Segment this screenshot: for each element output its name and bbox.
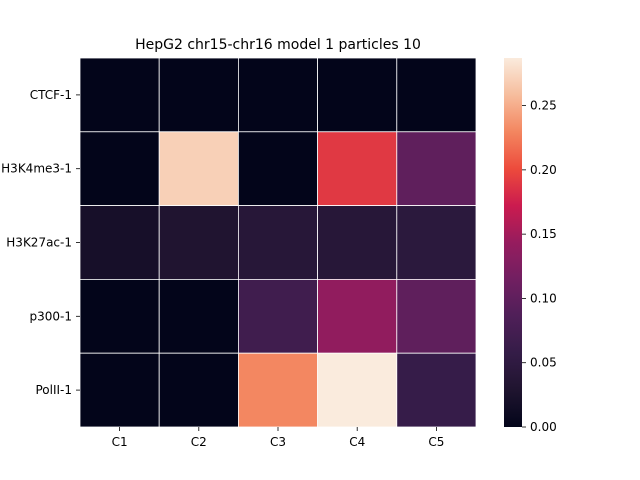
heatmap-cell-PolII-1-C1 [79,352,160,428]
x-tick-label: C2 [191,435,207,449]
heatmap-cell-H3K27ac-1-C1 [79,205,160,280]
heatmap-cell-p300-1-C1 [79,278,160,354]
heatmap-cell-H3K4me3-1-C2 [158,131,239,207]
heatmap-cell-H3K4me3-1-C3 [237,131,318,207]
colorbar-tick-label: 0.10 [530,291,557,305]
heatmap-cell-p300-1-C4 [317,278,398,354]
heatmap-cell-p300-1-C3 [237,278,318,354]
y-tick-label: p300-1 [30,309,73,323]
y-tick-label: CTCF-1 [30,88,72,102]
heatmap-cell-H3K27ac-1-C3 [237,205,318,280]
heatmap-cell-PolII-1-C4 [317,352,398,428]
chart-title: HepG2 chr15-chr16 model 1 particles 10 [135,37,421,53]
colorbar-tick-label: 0.20 [530,163,557,177]
x-tick-labels: C1 C2 C3 C4 C5 [112,427,444,449]
heatmap-cell-H3K27ac-1-C2 [158,205,239,280]
heatmap-cell-H3K27ac-1-C4 [317,205,398,280]
y-tick-labels: CTCF-1 H3K4me3-1 H3K27ac-1 p300-1 PolII-1 [1,88,80,397]
heatmap-cell-CTCF-1-C2 [158,57,239,133]
y-tick-label: H3K27ac-1 [6,236,72,250]
colorbar-tick-label: 0.25 [530,99,557,113]
heatmap-cell-p300-1-C5 [396,278,477,354]
x-tick-label: C1 [112,435,128,449]
heatmap-cell-CTCF-1-C3 [237,57,318,133]
heatmap-cells [79,57,477,428]
colorbar-tick-label: 0.00 [530,420,557,434]
heatmap-cell-H3K4me3-1-C4 [317,131,398,207]
heatmap-cell-CTCF-1-C4 [317,57,398,133]
colorbar-gradient [504,58,522,427]
heatmap-cell-H3K4me3-1-C1 [79,131,160,207]
x-tick-label: C5 [428,435,444,449]
x-tick-label: C3 [270,435,286,449]
colorbar-tick-label: 0.05 [530,356,557,370]
heatmap-cell-PolII-1-C2 [158,352,239,428]
y-tick-label: H3K4me3-1 [1,162,72,176]
colorbar-tick-label: 0.15 [530,227,557,241]
y-tick-label: PolII-1 [35,383,72,397]
heatmap-cell-CTCF-1-C5 [396,57,477,133]
x-tick-label: C4 [349,435,365,449]
heatmap-cell-CTCF-1-C1 [79,57,160,133]
colorbar: 0.00 0.05 0.10 0.15 0.20 0.25 [504,58,557,434]
heatmap-cell-H3K27ac-1-C5 [396,205,477,280]
heatmap-cell-p300-1-C2 [158,278,239,354]
heatmap-cell-PolII-1-C3 [237,352,318,428]
heatmap-cell-H3K4me3-1-C5 [396,131,477,207]
heatmap-cell-PolII-1-C5 [396,352,477,428]
